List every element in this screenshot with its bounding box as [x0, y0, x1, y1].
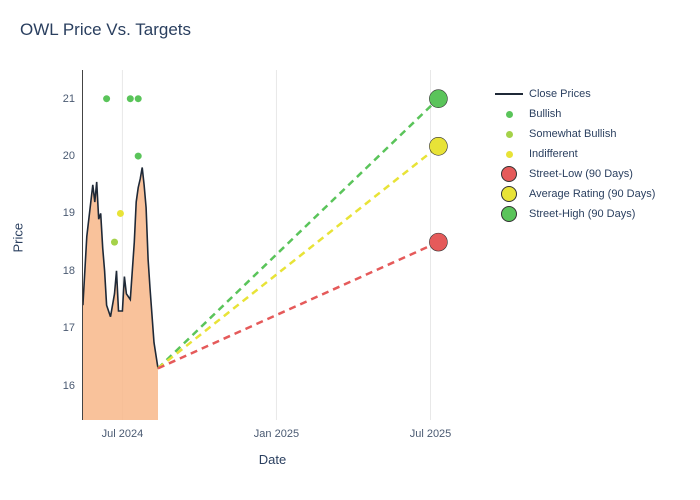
legend: Close Prices Bullish Somewhat Bullish Indif… — [495, 85, 655, 225]
legend-item[interactable]: Street-Low (90 Days) — [495, 165, 655, 183]
close-prices-area — [83, 168, 158, 421]
x-tick: Jul 2024 — [102, 428, 144, 440]
legend-dot-swatch — [506, 111, 513, 118]
x-tick: Jul 2025 — [410, 428, 452, 440]
legend-label: Bullish — [529, 108, 561, 120]
street-high-marker — [429, 90, 447, 108]
legend-item[interactable]: Indifferent — [495, 145, 655, 163]
legend-label: Street-Low (90 Days) — [529, 168, 633, 180]
legend-item[interactable]: Somewhat Bullish — [495, 125, 655, 143]
chart-title: OWL Price Vs. Targets — [20, 20, 191, 40]
legend-item[interactable]: Bullish — [495, 105, 655, 123]
analyst-dot — [127, 95, 134, 102]
legend-line-swatch — [495, 93, 523, 95]
legend-dot-swatch — [506, 151, 513, 158]
average-rating-marker — [429, 137, 447, 155]
legend-dot-swatch — [506, 131, 513, 138]
plot-svg — [75, 70, 470, 420]
legend-dot-swatch — [501, 166, 517, 182]
y-tick: 16 — [45, 380, 75, 392]
y-axis-label: Price — [11, 223, 26, 253]
legend-label: Indifferent — [529, 148, 578, 160]
analyst-dot — [135, 95, 142, 102]
street-low-marker — [429, 233, 447, 251]
x-axis-label: Date — [259, 452, 286, 467]
street-high-projection-line — [158, 99, 438, 369]
legend-label: Close Prices — [529, 88, 591, 100]
y-tick: 21 — [45, 93, 75, 105]
x-tick: Jan 2025 — [254, 428, 299, 440]
y-tick: 20 — [45, 150, 75, 162]
chart-container: OWL Price Vs. Targets Price 16 17 18 19 20 21… — [0, 0, 700, 500]
analyst-dot — [117, 210, 124, 217]
legend-label: Street-High (90 Days) — [529, 208, 635, 220]
y-tick: 19 — [45, 207, 75, 219]
y-tick: 17 — [45, 322, 75, 334]
y-axis: 16 17 18 19 20 21 — [45, 70, 75, 420]
street-low-projection-line — [158, 242, 438, 368]
legend-dot-swatch — [501, 206, 517, 222]
legend-item[interactable]: Average Rating (90 Days) — [495, 185, 655, 203]
analyst-dot — [135, 153, 142, 160]
plot-area — [75, 70, 470, 420]
analyst-dot — [111, 239, 118, 246]
y-tick: 18 — [45, 265, 75, 277]
analyst-dot — [103, 95, 110, 102]
legend-dot-swatch — [501, 186, 517, 202]
average-rating-projection-line — [158, 146, 438, 368]
legend-item[interactable]: Close Prices — [495, 85, 655, 103]
y-axis-line — [82, 70, 83, 420]
legend-label: Average Rating (90 Days) — [529, 188, 655, 200]
legend-label: Somewhat Bullish — [529, 128, 616, 140]
legend-item[interactable]: Street-High (90 Days) — [495, 205, 655, 223]
